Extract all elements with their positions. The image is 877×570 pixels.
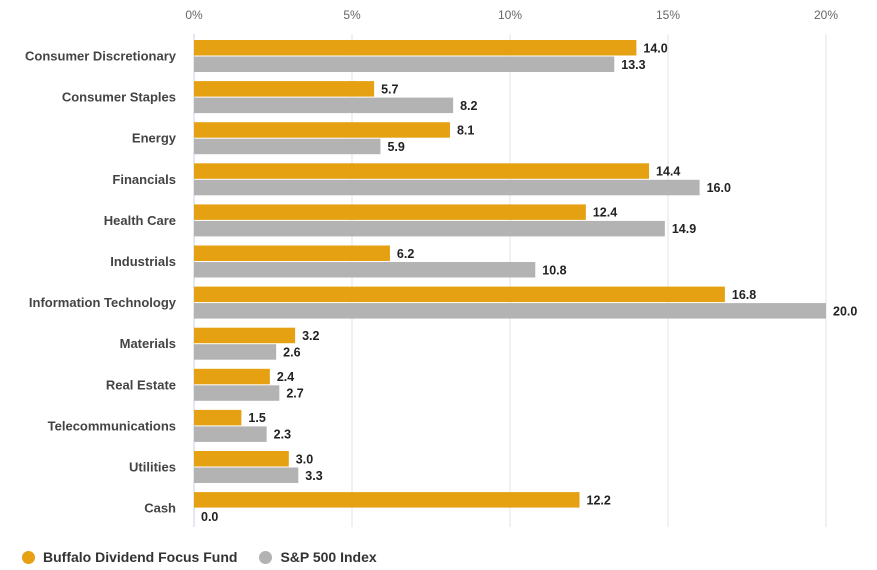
category-labels: Consumer Discretionary Consumer Staples En…: [25, 49, 177, 516]
bar-fund[interactable]: [194, 81, 375, 97]
data-label-index: 3.3: [305, 469, 322, 483]
bar-fund[interactable]: [194, 204, 586, 220]
data-label-index: 2.6: [283, 345, 300, 359]
category-label: Real Estate: [106, 377, 176, 392]
bar-fund[interactable]: [194, 286, 725, 303]
data-label-index: 5.9: [387, 140, 404, 154]
category-label: Consumer Discretionary: [25, 49, 177, 64]
data-label-fund: 3.2: [302, 329, 319, 343]
data-label-index: 13.3: [621, 58, 645, 72]
legend-label-index: S&P 500 Index: [280, 549, 377, 565]
bar-fund[interactable]: [194, 245, 390, 262]
bar-index[interactable]: [194, 138, 381, 155]
sector-bar-chart: 0% 5% 10% 15% 20% Consumer DiscretionaryCons…: [25, 8, 857, 527]
bar-index[interactable]: [194, 97, 454, 114]
x-tick-label: 0%: [185, 8, 203, 22]
category-label: Cash: [144, 501, 176, 516]
legend-dot-index: [259, 550, 273, 564]
bar-fund[interactable]: [194, 409, 242, 426]
data-label-index: 10.8: [542, 263, 566, 277]
legend-item-index[interactable]: S&P 500 Index: [259, 549, 377, 565]
data-label-index: 8.2: [460, 99, 477, 113]
category-label: Utilities: [129, 460, 176, 475]
data-labels: 14.0 13.3 5.7 8.2 8.1 5.9 14.4 16.0 12.4 14.9 6.2 1…: [201, 41, 857, 524]
data-label-fund: 8.1: [457, 123, 474, 137]
bar-index[interactable]: [194, 56, 615, 73]
data-label-fund: 2.4: [277, 370, 294, 384]
bar-fund[interactable]: [194, 451, 289, 467]
data-label-index: 20.0: [833, 304, 857, 318]
bar-fund[interactable]: [194, 163, 650, 179]
x-tick-label: 15%: [656, 8, 680, 22]
x-tick-label: 20%: [814, 8, 838, 22]
bar-fund[interactable]: [194, 40, 637, 56]
data-label-fund: 3.0: [296, 452, 313, 466]
legend-dot-fund: [22, 550, 35, 564]
data-label-fund: 5.7: [381, 82, 398, 96]
legend-item-fund[interactable]: Buffalo Dividend Focus Fund: [22, 549, 237, 565]
data-label-index: 2.7: [286, 387, 303, 401]
x-axis-tick-labels: 0% 5% 10% 15% 20%: [185, 8, 838, 22]
x-tick-label: 5%: [343, 8, 361, 22]
bar-index[interactable]: [194, 385, 280, 401]
bars: [194, 40, 826, 508]
data-label-fund: 14.4: [656, 165, 680, 179]
bar-index[interactable]: [194, 220, 665, 237]
bar-index[interactable]: [194, 179, 700, 196]
bar-index[interactable]: [194, 426, 267, 442]
category-label: Materials: [120, 336, 176, 351]
bar-fund[interactable]: [194, 492, 580, 508]
bar-index[interactable]: [194, 262, 536, 278]
legend: Buffalo Dividend Focus Fund S&P 500 Inde…: [22, 549, 399, 565]
category-label: Financials: [112, 172, 176, 187]
category-label: Consumer Staples: [62, 90, 176, 105]
category-label: Health Care: [104, 213, 176, 228]
legend-label-fund: Buffalo Dividend Focus Fund: [43, 549, 238, 565]
category-label: Energy: [132, 131, 177, 146]
data-label-fund: 1.5: [248, 411, 265, 425]
data-label-index: 14.9: [672, 222, 696, 236]
data-label-fund: 6.2: [397, 247, 414, 261]
data-label-fund: 16.8: [732, 288, 756, 302]
category-label: Industrials: [110, 254, 176, 269]
data-label-fund: 12.2: [587, 493, 611, 507]
bar-index[interactable]: [194, 467, 299, 484]
bar-fund[interactable]: [194, 122, 450, 138]
bar-fund[interactable]: [194, 327, 296, 344]
data-label-index: 16.0: [707, 181, 731, 195]
data-label-fund: 14.0: [643, 41, 667, 55]
category-label: Telecommunications: [48, 418, 176, 433]
bar-fund[interactable]: [194, 368, 270, 385]
data-label-index: 2.3: [274, 428, 291, 442]
x-tick-label: 10%: [498, 8, 522, 22]
category-label: Information Technology: [29, 295, 177, 310]
bar-index[interactable]: [194, 303, 826, 319]
data-label-index: 0.0: [201, 510, 218, 524]
gridlines: [193, 34, 827, 527]
bar-index[interactable]: [194, 344, 277, 360]
data-label-fund: 12.4: [593, 206, 617, 220]
